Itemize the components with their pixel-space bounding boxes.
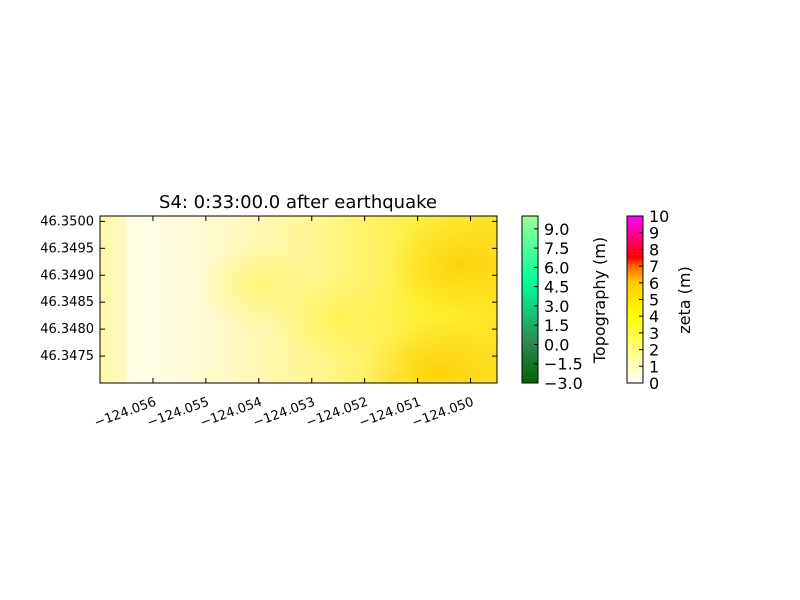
y-tick-label: 46.3490 <box>40 268 94 283</box>
y-tick-label: 46.3485 <box>40 295 94 310</box>
zeta-region-2 <box>274 274 402 363</box>
colorbar-tick-label: 8 <box>649 240 659 259</box>
colorbar-tick-label: 1 <box>649 357 659 376</box>
topography-colorbar-ticks: 9.07.56.04.53.01.50.0−1.5−3.0 <box>534 220 583 393</box>
y-axis: 46.3500 46.3495 46.3490 46.3485 46.3480 46.34… <box>40 214 497 364</box>
colorbar-tick-label: 3 <box>649 324 659 343</box>
plot-frame <box>99 215 498 384</box>
y-tick-label: 46.3500 <box>40 214 94 229</box>
zeta-colorbar-label: zeta (m) <box>675 266 694 333</box>
zeta-region-5 <box>362 318 497 383</box>
chart-title: S4: 0:33:00.0 after earthquake <box>159 192 437 213</box>
colorbar-tick-label: 0 <box>649 374 659 393</box>
y-tick-label: 46.3480 <box>40 322 94 337</box>
colorbar-tick-label: 7.5 <box>544 239 569 258</box>
y-tick-label: 46.3475 <box>40 349 94 364</box>
topography-colorbar <box>521 215 539 384</box>
y-tick-label: 46.3495 <box>40 241 94 256</box>
colorbar-tick-label: 1.5 <box>544 316 569 335</box>
zeta-heatmap <box>100 216 497 383</box>
colorbar-tick-label: 10 <box>649 207 669 226</box>
colorbar-tick-label: 4.5 <box>544 278 569 297</box>
zeta-region-4 <box>386 216 497 316</box>
colorbar-tick-label: 7 <box>649 257 659 276</box>
colorbar-tick-label: 2 <box>649 341 659 360</box>
colorbar-tick-label: 3.0 <box>544 297 569 316</box>
topography-colorbar-label: Topography (m) <box>590 237 609 364</box>
colorbar-tick-label: 9.0 <box>544 220 569 239</box>
colorbar-tick-label: 6.0 <box>544 258 569 277</box>
colorbar-tick-label: −1.5 <box>544 355 583 374</box>
colorbar-tick-label: 5 <box>649 291 659 310</box>
colorbar-tick-label: 9 <box>649 224 659 243</box>
x-tick-label: −124.050 <box>410 395 476 431</box>
colorbar-tick-label: 0.0 <box>544 335 569 354</box>
colorbar-tick-label: −3.0 <box>544 374 583 393</box>
colorbar-tick-label: 6 <box>649 274 659 293</box>
low-zeta-band <box>126 216 157 383</box>
colorbar-tick-label: 4 <box>649 307 659 326</box>
